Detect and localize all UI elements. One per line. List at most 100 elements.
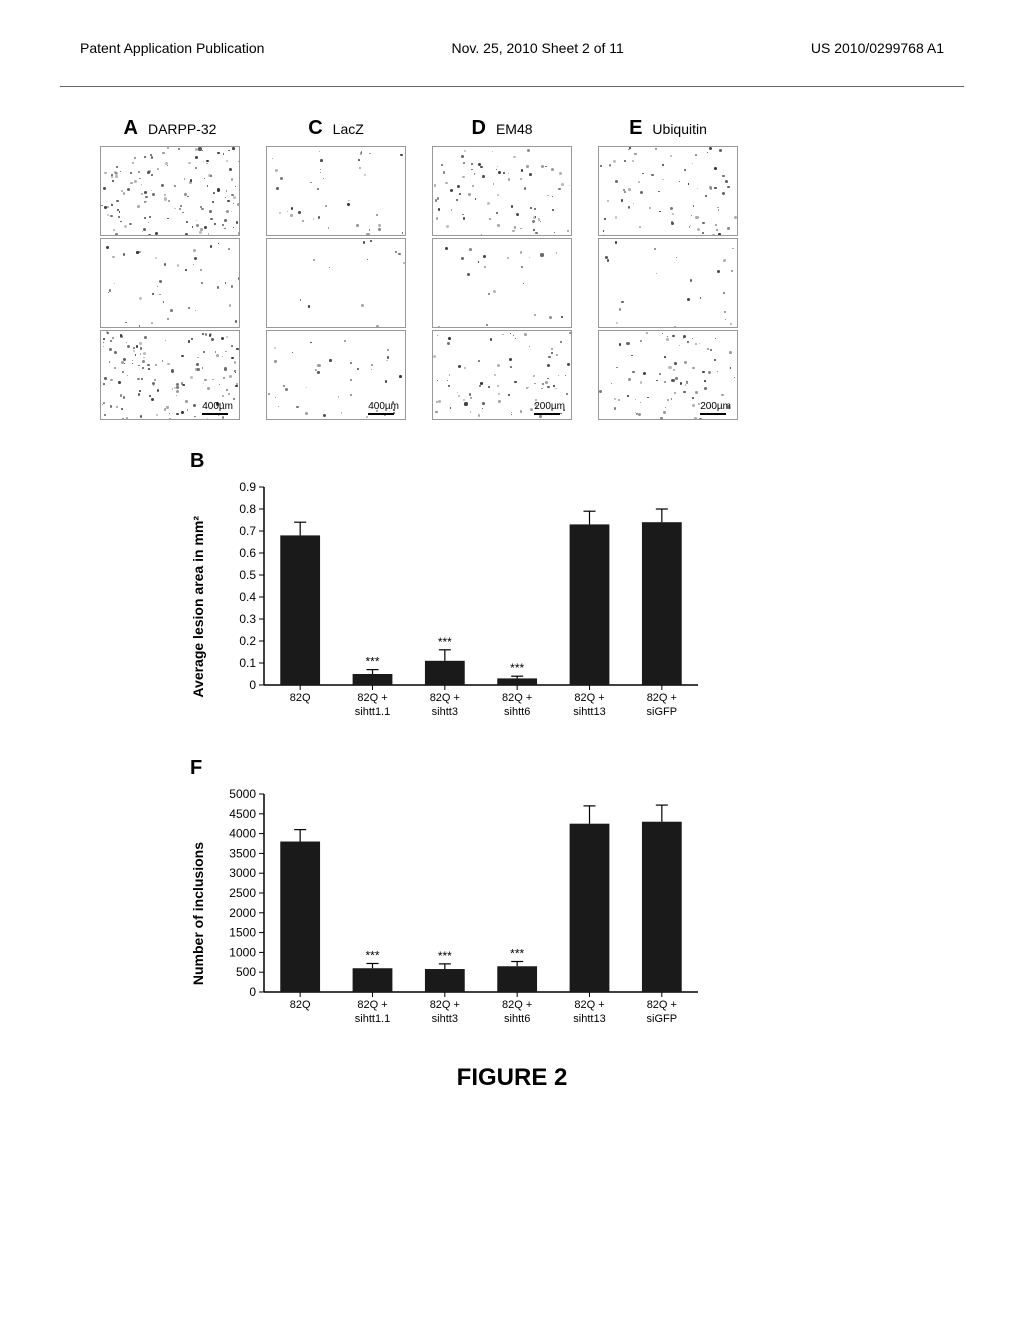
- y-tick-label: 0.5: [239, 568, 256, 582]
- chart-B: 00.10.20.30.40.50.60.70.80.982Q***82Q +s…: [210, 477, 710, 737]
- header-right: US 2010/0299768 A1: [811, 40, 944, 56]
- bar: [425, 969, 465, 992]
- bar: [642, 822, 682, 992]
- micrograph-row: ADARPP-3282Q82Q+sihtt1.1400µm82Q+siGFPCL…: [100, 117, 964, 420]
- bar: [497, 678, 537, 685]
- micrograph-col: E Ubiquitin 82Q82Q+sihtt1.1200µm82Q+siGFP: [598, 117, 738, 420]
- bar: [280, 535, 320, 685]
- x-label: sihtt1.1: [355, 706, 390, 718]
- micrograph-image: 400µm82Q+siGFP: [100, 330, 240, 420]
- panel-label: E: [629, 117, 642, 140]
- y-tick-label: 1500: [229, 926, 256, 940]
- chart-B-section: B Average lesion area in mm² 00.10.20.30…: [190, 450, 964, 737]
- y-tick-label: 0.3: [239, 612, 256, 626]
- y-tick-label: 2000: [229, 906, 256, 920]
- x-label: 82Q: [290, 692, 311, 704]
- micrograph-image: [432, 146, 572, 236]
- figure-title: FIGURE 2: [60, 1064, 964, 1092]
- x-label: 82Q +: [647, 999, 677, 1011]
- y-tick-label: 4000: [229, 827, 256, 841]
- y-tick-label: 0.9: [239, 480, 256, 494]
- stain-label: EM48: [496, 121, 533, 137]
- micrograph-image: 82Q+sihtt1.1: [598, 238, 738, 328]
- scalebar: 400µm: [368, 401, 399, 415]
- page-header: Patent Application Publication Nov. 25, …: [60, 40, 964, 87]
- scalebar: 400µm: [202, 401, 233, 415]
- panel-label: C: [308, 117, 322, 140]
- micrograph-col-header: D EM48: [471, 117, 532, 140]
- x-label: 82Q +: [574, 999, 604, 1011]
- micrograph-col-header: C LacZ: [308, 117, 364, 140]
- sig-marker: ***: [510, 661, 524, 675]
- x-label: sihtt6: [504, 706, 530, 718]
- micrograph-image: 82Q: [598, 146, 738, 236]
- panel-F-label: F: [190, 757, 202, 780]
- x-label: 82Q +: [357, 999, 387, 1011]
- y-tick-label: 1000: [229, 945, 256, 959]
- y-tick-label: 5000: [229, 787, 256, 801]
- micrograph-image: 200µm: [432, 330, 572, 420]
- sig-marker: ***: [438, 949, 452, 963]
- stain-label: DARPP-32: [148, 121, 216, 137]
- x-label: 82Q +: [502, 999, 532, 1011]
- x-label: sihtt3: [432, 1013, 458, 1025]
- header-center: Nov. 25, 2010 Sheet 2 of 11: [452, 40, 624, 56]
- micrograph-stack: 400µm: [266, 146, 406, 420]
- y-tick-label: 0.7: [239, 524, 256, 538]
- bar: [570, 524, 610, 685]
- x-label: 82Q +: [647, 692, 677, 704]
- y-tick-label: 2500: [229, 886, 256, 900]
- y-tick-label: 0.4: [239, 590, 256, 604]
- micrograph-image: [266, 146, 406, 236]
- micrograph-image: [266, 238, 406, 328]
- chart-B-ylabel: Average lesion area in mm²: [190, 516, 206, 698]
- micrograph-image: 200µm82Q+siGFP: [598, 330, 738, 420]
- header-left: Patent Application Publication: [80, 40, 264, 56]
- chart-F-ylabel: Number of inclusions: [190, 842, 206, 985]
- sig-marker: ***: [365, 655, 379, 669]
- x-label: 82Q +: [574, 692, 604, 704]
- x-label: 82Q +: [430, 692, 460, 704]
- bar: [353, 968, 393, 992]
- y-tick-label: 0.2: [239, 634, 256, 648]
- y-tick-label: 0.8: [239, 502, 256, 516]
- y-tick-label: 4500: [229, 807, 256, 821]
- bar: [280, 842, 320, 992]
- sig-marker: ***: [365, 948, 379, 962]
- y-tick-label: 500: [236, 965, 256, 979]
- x-label: 82Q +: [430, 999, 460, 1011]
- micrograph-stack: 200µm: [432, 146, 572, 420]
- panel-B-label: B: [190, 450, 204, 473]
- micrograph-image: 82Q: [100, 146, 240, 236]
- x-label: sihtt1.1: [355, 1013, 390, 1025]
- scalebar: 200µm: [534, 401, 565, 415]
- sig-marker: ***: [438, 635, 452, 649]
- y-tick-label: 0.6: [239, 546, 256, 560]
- x-label: siGFP: [647, 1013, 678, 1025]
- stain-label: Ubiquitin: [652, 121, 706, 137]
- micrograph-stack: 82Q82Q+sihtt1.1400µm82Q+siGFP: [100, 146, 240, 420]
- chart-F: 0500100015002000250030003500400045005000…: [210, 784, 710, 1044]
- micrograph-image: 400µm: [266, 330, 406, 420]
- x-label: 82Q: [290, 999, 311, 1011]
- x-label: 82Q +: [357, 692, 387, 704]
- x-label: sihtt3: [432, 706, 458, 718]
- micrograph-col-header: A DARPP-32: [124, 117, 217, 140]
- x-label: sihtt13: [573, 1013, 605, 1025]
- stain-label: LacZ: [333, 121, 364, 137]
- micrograph-col: C LacZ 400µm: [266, 117, 406, 420]
- micrograph-image: [432, 238, 572, 328]
- x-label: 82Q +: [502, 692, 532, 704]
- panel-label: D: [471, 117, 485, 140]
- micrograph-col-header: E Ubiquitin: [629, 117, 707, 140]
- panel-label: A: [124, 117, 138, 140]
- x-label: sihtt6: [504, 1013, 530, 1025]
- y-tick-label: 3500: [229, 846, 256, 860]
- bar: [497, 966, 537, 992]
- sig-marker: ***: [510, 947, 524, 961]
- micrograph-col: D EM48 200µm: [432, 117, 572, 420]
- scalebar: 200µm: [700, 401, 731, 415]
- x-label: siGFP: [647, 706, 678, 718]
- bar: [353, 674, 393, 685]
- bar: [570, 824, 610, 992]
